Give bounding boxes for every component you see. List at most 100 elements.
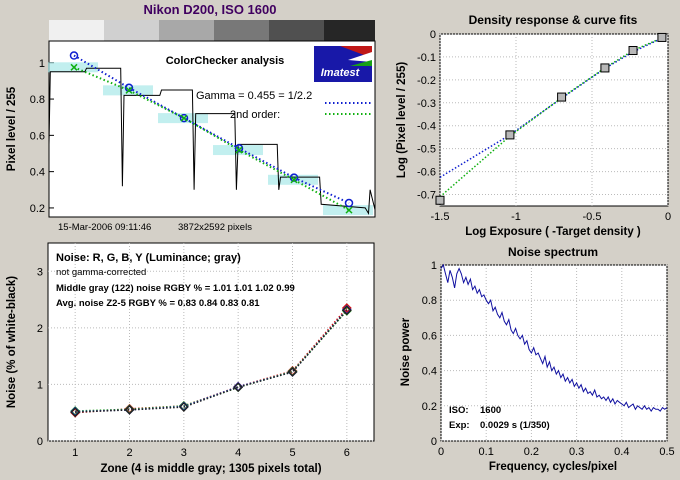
density-point [557,92,567,102]
density-point [600,63,610,73]
colorchecker-y-label: Pixel level / 255 [6,86,18,171]
y-tick-label: 0.2 [30,203,45,215]
noise-series [70,303,352,418]
density-point [628,46,638,56]
y-tick-label: -0.5 [417,144,436,156]
second-order-marker [125,86,133,94]
y-tick-label: 0.8 [30,94,45,106]
y-tick-label: 0.4 [30,167,45,179]
y-tick-label: -0.3 [417,98,436,110]
x-tick-label: 3 [181,447,187,459]
density-plot-area [439,33,669,207]
density-second-order-fit-line [439,37,663,198]
y-tick-label: -0.1 [417,52,436,64]
noise-point [233,382,244,393]
x-tick-label: 2 [126,447,132,459]
noise-note-middle-gray: Middle gray (122) noise RGBY % = 1.01 1.… [56,283,295,294]
density-point [657,32,667,42]
noise-panel: 1 2 3 4 5 6 0 1 2 3 Noise: R, G, B, Y (Luminance;… [6,242,375,475]
noise-title: Noise: R, G, B, Y (Luminance; gray) [56,252,241,264]
gamma-fit-marker [344,198,354,208]
density-markers [435,32,667,205]
x-tick-label: 6 [344,447,350,459]
x-tick-label: -1 [511,211,521,223]
step-wedge-patch [49,20,104,41]
y-tick-label: 1 [37,379,43,391]
iso-value: 1600 [480,405,501,416]
noise-grid: 1 2 3 4 5 6 0 1 2 3 [37,243,374,459]
second-order-marker [70,63,78,71]
spectrum-x-label: Frequency, cycles/pixel [489,461,617,473]
x-tick-label: 0.2 [524,446,539,458]
colorchecker-title: ColorChecker analysis [166,55,285,67]
legend-second-order-label: 2nd order: [230,109,280,121]
gamma-fit-marker [289,173,299,182]
x-tick-label: 0.4 [614,446,629,458]
x-tick-label: 0.5 [659,446,674,458]
x-tick-label: 5 [289,447,295,459]
y-tick-label: -0.6 [417,167,436,179]
step-wedge-patch [159,20,214,41]
gamma-fit-marker [179,113,189,123]
gamma-fit-line [73,54,350,204]
noise-point [70,407,81,418]
step-wedge-patch [104,20,159,41]
spectrum-grid: 0 0.1 0.2 0.3 0.4 0.5 0 0.2 0.4 0.6 0.8 1 [422,260,675,458]
x-tick-label: 4 [235,447,241,459]
gamma-fit-marker [69,51,79,60]
colorchecker-y-ticks: 0.2 0.4 0.6 0.8 1 [30,58,54,215]
noise-y-label: Noise (% of white-black) [6,276,18,408]
y-tick-label: 1 [431,260,437,272]
capture-timestamp: 15-Mar-2006 09:11:46 [58,222,151,233]
y-tick-label: -0.4 [417,121,436,133]
header-title: Nikon D200, ISO 1600 [144,2,277,17]
second-order-marker [235,146,243,154]
exposure-label: Exp: [449,420,470,431]
density-y-label: Log (Pixel level / 255) [396,62,408,178]
exposure-value: 0.0029 s (1/350) [480,420,550,431]
y-tick-label: 0.6 [422,330,437,342]
x-tick-label: 0 [438,446,444,458]
x-tick-label: 1 [72,447,78,459]
second-order-marker [290,176,298,184]
colorchecker-markers [69,51,354,214]
density-panel: -1.5 -1 -0.5 0 -0.7 -0.6 -0.5 -0.4 -0.3 -0.2 -0.1 0… [396,13,671,238]
spectrum-panel: 0 0.1 0.2 0.3 0.4 0.5 0 0.2 0.4 0.6 0.8 1 Noise spe… [400,245,675,473]
second-order-fit-line [73,66,350,211]
x-tick-label: 0.1 [479,446,494,458]
density-grid: -1.5 -1 -0.5 0 -0.7 -0.6 -0.5 -0.4 -0.3 -0.2 -0.1 0 [417,29,671,223]
imatest-logo: Imatest [314,46,372,82]
y-tick-label: 0 [430,29,436,41]
noise-note-average: Avg. noise Z2-5 RGBY % = 0.83 0.84 0.83 … [56,298,260,309]
second-order-marker [180,114,188,122]
noise-point [124,404,135,415]
y-tick-label: 1 [39,58,45,70]
legend-gamma-label: Gamma = 0.455 = 1/2.2 [196,90,312,102]
image-size: 3872x2592 pixels [178,222,252,233]
y-tick-label: -0.2 [417,75,436,87]
spectrum-line [440,263,668,413]
noise-point [341,305,352,316]
noise-series-line [75,309,348,413]
step-wedge-patch [214,20,269,41]
x-tick-label: -1.5 [431,211,450,223]
density-point [505,130,515,140]
y-tick-label: 3 [37,266,43,278]
noise-note-gamma: not gamma-corrected [56,267,146,278]
step-wedge-patch [324,20,375,41]
imatest-logo-text: Imatest [321,67,361,79]
second-order-marker [345,206,353,214]
step-wedge-patch [269,20,324,41]
spectrum-y-label: Noise power [400,317,412,386]
x-tick-label: 0.3 [569,446,584,458]
noise-x-label: Zone (4 is middle gray; 1305 pixels tota… [100,463,321,475]
y-tick-label: 0.2 [422,401,437,413]
density-point [435,195,445,205]
density-gamma-fit-line [439,37,663,178]
y-tick-label: 2 [37,323,43,335]
x-tick-label: -0.5 [583,211,602,223]
spectrum-title: Noise spectrum [508,245,598,259]
y-tick-label: 0.4 [422,366,437,378]
y-tick-label: 0.6 [30,130,45,142]
